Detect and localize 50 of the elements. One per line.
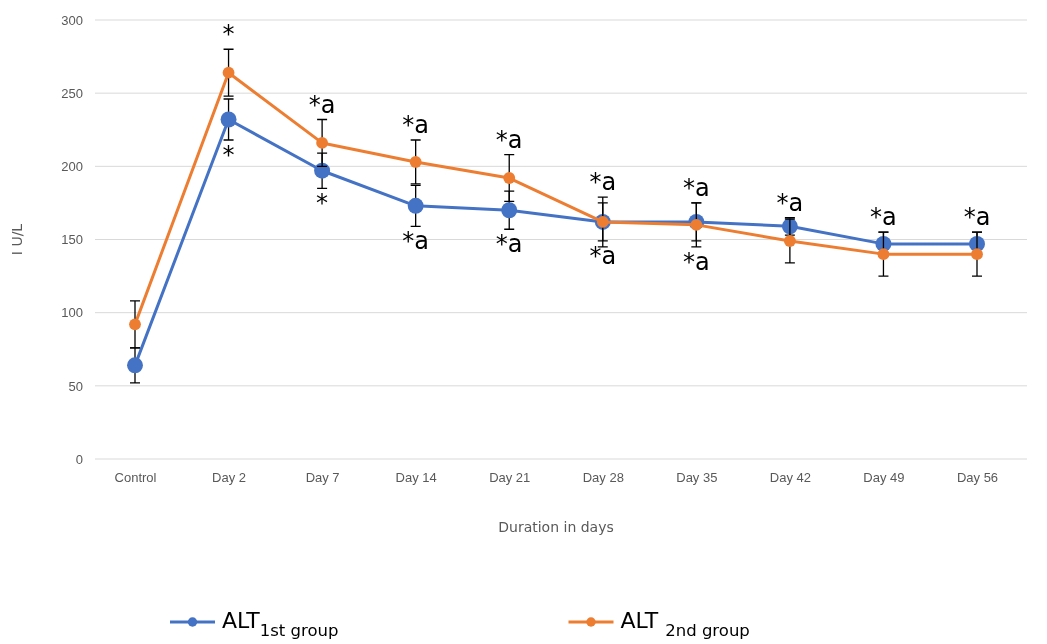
x-tick-label: Day 56 — [956, 470, 999, 486]
y-tick-label: 0 — [75, 451, 83, 467]
annotation: *a — [402, 227, 430, 256]
point — [129, 318, 141, 331]
annotation: *a — [682, 247, 710, 276]
point — [127, 357, 143, 374]
annotation: *a — [682, 173, 710, 202]
point — [316, 137, 329, 149]
y-tick-label: 200 — [61, 158, 83, 174]
x-tick-label: Day 35 — [676, 470, 718, 486]
y-tick-label: 50 — [68, 378, 83, 394]
point — [220, 111, 237, 128]
annotation: * — [222, 20, 235, 49]
annotation: * — [222, 140, 235, 169]
annotation: *a — [308, 90, 336, 119]
y-tick-label: 100 — [61, 305, 83, 321]
annotation: *a — [870, 203, 897, 232]
x-tick-label: Day 14 — [395, 470, 437, 486]
annotation: *a — [495, 230, 523, 259]
point — [690, 218, 703, 231]
x-tick-label: Day 2 — [212, 470, 247, 486]
y-tick-label: 150 — [61, 232, 83, 248]
x-tick-label: Day 49 — [863, 470, 905, 486]
x-tick-label: Day 42 — [769, 470, 811, 486]
point — [783, 235, 796, 247]
x-tick-label: Control — [114, 470, 157, 486]
y-axis-title: I U/L — [9, 223, 25, 256]
x-tick-label: Day 7 — [305, 470, 340, 486]
point — [314, 162, 331, 179]
annotation: * — [316, 189, 329, 218]
x-tick-label: Day 28 — [582, 470, 624, 486]
annotation: *a — [963, 203, 991, 232]
x-axis-title: Duration in days — [498, 519, 614, 535]
annotation: *a — [589, 241, 617, 270]
point — [971, 248, 983, 261]
point — [222, 66, 235, 79]
annotation: *a — [495, 125, 523, 154]
legend-label: ALT $_{2nd group}$ — [620, 608, 750, 640]
x-tick-label: Day 21 — [489, 470, 531, 486]
point — [503, 172, 516, 184]
annotation: *a — [402, 110, 430, 139]
point — [409, 156, 422, 168]
point — [407, 197, 424, 214]
y-tick-label: 300 — [61, 12, 83, 28]
point — [501, 202, 518, 219]
point — [877, 248, 890, 261]
y-tick-label: 250 — [61, 85, 83, 101]
annotation: *a — [776, 188, 804, 217]
legend-label: ALT$_{1st group}$ — [222, 608, 339, 640]
annotation: *a — [589, 168, 617, 197]
